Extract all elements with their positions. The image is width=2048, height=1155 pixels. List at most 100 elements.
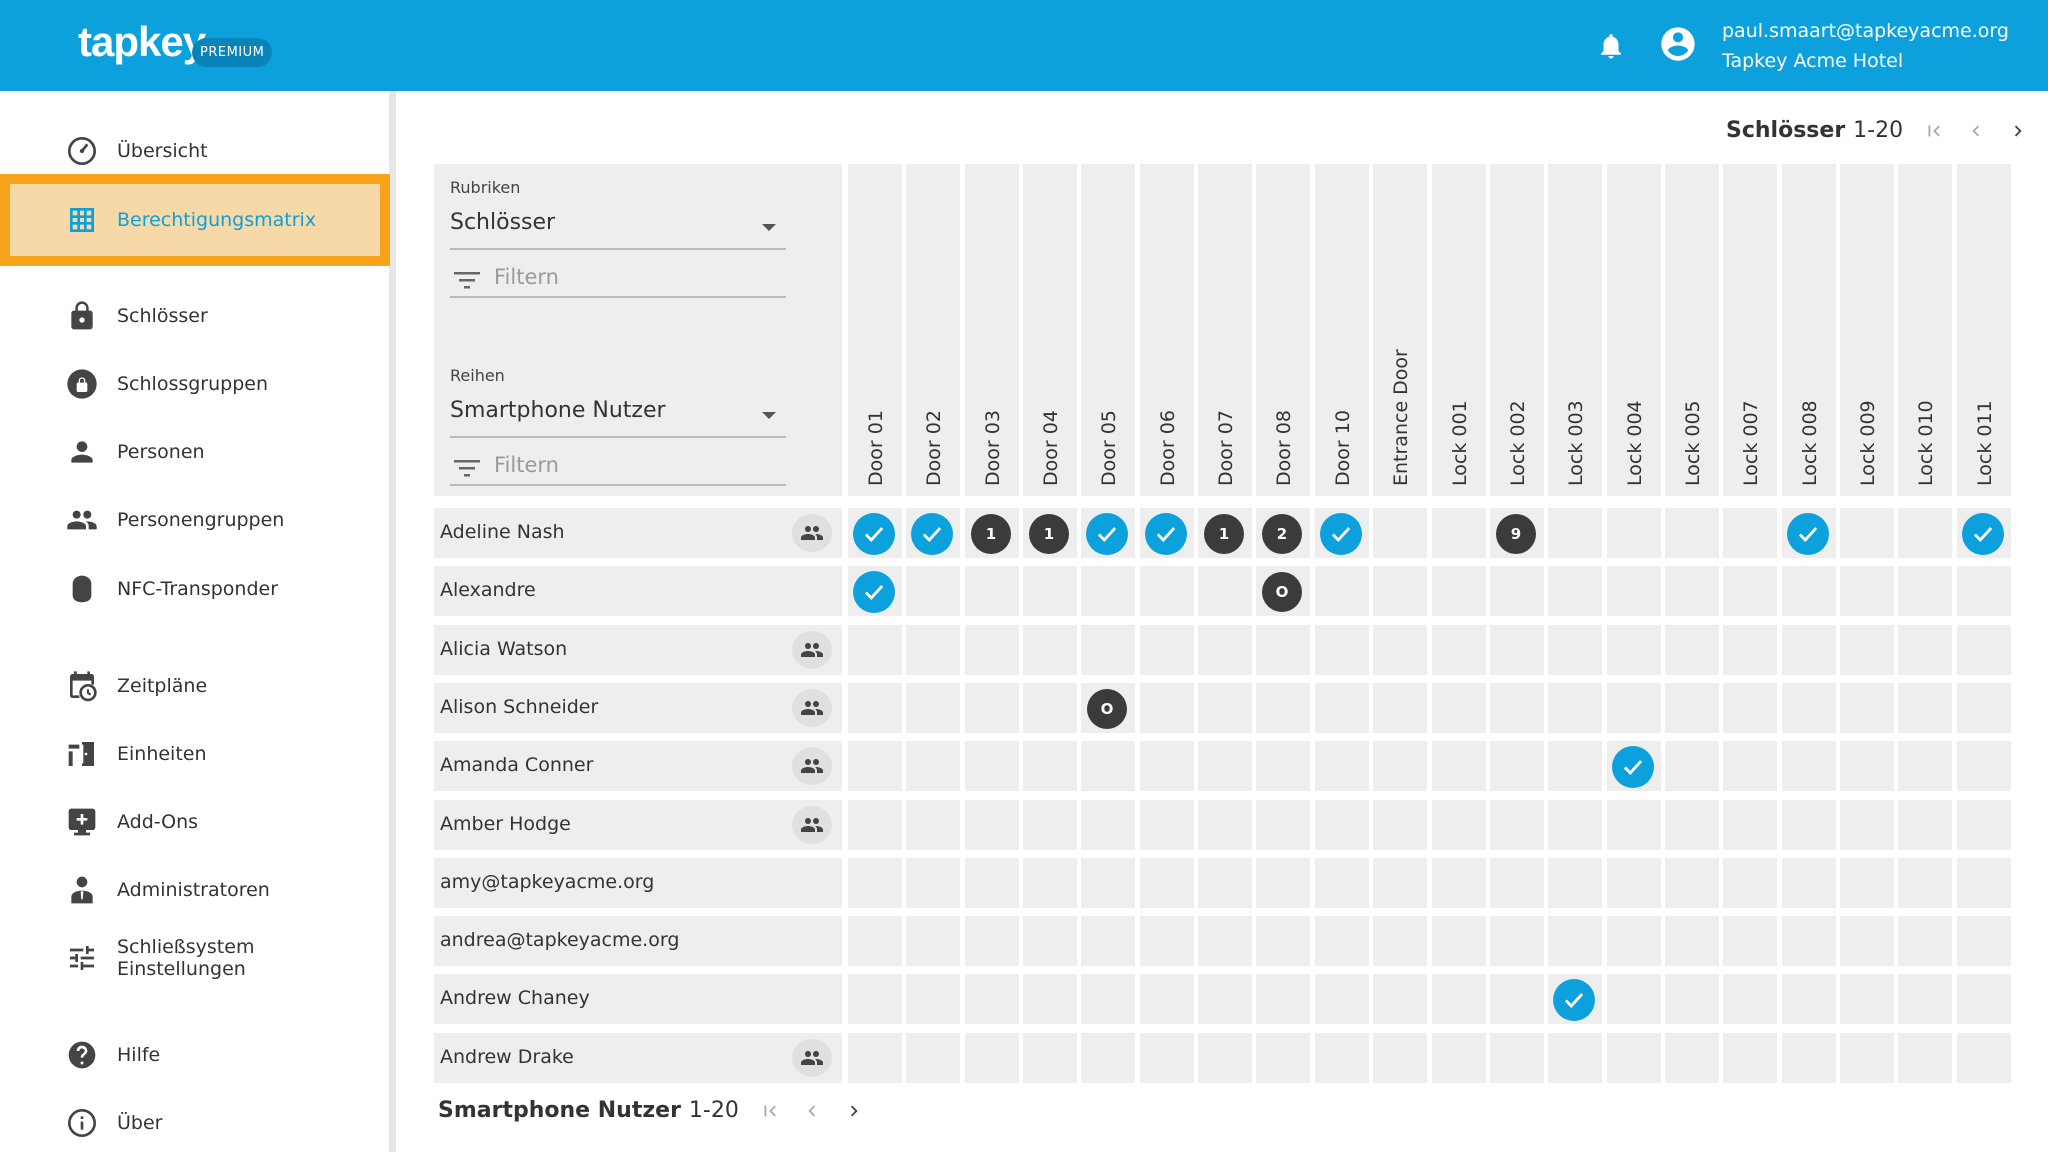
matrix-cell[interactable]: [1840, 741, 1894, 791]
matrix-cell[interactable]: [1140, 974, 1194, 1024]
sidebar-item[interactable]: Schlossgruppen: [0, 352, 389, 416]
matrix-cell[interactable]: [1723, 625, 1777, 675]
matrix-cell[interactable]: [1665, 974, 1719, 1024]
matrix-cell[interactable]: [965, 741, 1019, 791]
matrix-cell[interactable]: [848, 916, 902, 966]
matrix-cell[interactable]: [1548, 741, 1602, 791]
matrix-cell[interactable]: [848, 858, 902, 908]
matrix-cell[interactable]: [1081, 566, 1135, 616]
matrix-cell[interactable]: [1723, 566, 1777, 616]
column-header[interactable]: Lock 007: [1723, 164, 1777, 496]
matrix-cell[interactable]: [1665, 566, 1719, 616]
matrix-cell[interactable]: [1198, 1033, 1252, 1083]
sidebar-item[interactable]: Add-Ons: [0, 790, 389, 854]
matrix-cell[interactable]: [1723, 974, 1777, 1024]
matrix-cell[interactable]: [906, 683, 960, 733]
matrix-cell[interactable]: [1023, 741, 1077, 791]
matrix-cell[interactable]: [1081, 741, 1135, 791]
matrix-cell[interactable]: [1315, 508, 1369, 558]
matrix-cell[interactable]: [1315, 741, 1369, 791]
column-header[interactable]: Door 06: [1140, 164, 1194, 496]
matrix-cell[interactable]: [1490, 683, 1544, 733]
matrix-cell[interactable]: [1140, 916, 1194, 966]
matrix-cell[interactable]: [1957, 1033, 2011, 1083]
matrix-cell[interactable]: [1957, 800, 2011, 850]
matrix-cell[interactable]: [848, 800, 902, 850]
matrix-cell[interactable]: [1840, 683, 1894, 733]
matrix-cell[interactable]: [1140, 1033, 1194, 1083]
matrix-cell[interactable]: [1548, 800, 1602, 850]
matrix-cell[interactable]: [906, 741, 960, 791]
matrix-cell[interactable]: [906, 974, 960, 1024]
matrix-cell[interactable]: [906, 858, 960, 908]
matrix-cell[interactable]: [1548, 625, 1602, 675]
matrix-cell[interactable]: [1665, 741, 1719, 791]
matrix-cell[interactable]: [1607, 974, 1661, 1024]
matrix-cell[interactable]: [1840, 1033, 1894, 1083]
matrix-cell[interactable]: [1782, 566, 1836, 616]
column-header[interactable]: Entrance Door: [1373, 164, 1427, 496]
matrix-cell[interactable]: 1: [965, 508, 1019, 558]
sidebar-item[interactable]: Hilfe: [0, 1023, 389, 1087]
matrix-cell[interactable]: O: [1081, 683, 1135, 733]
matrix-cell[interactable]: [1023, 800, 1077, 850]
matrix-cell[interactable]: [1607, 916, 1661, 966]
sidebar-item[interactable]: Schlösser: [0, 284, 389, 348]
matrix-cell[interactable]: [1782, 683, 1836, 733]
matrix-cell[interactable]: [1432, 683, 1486, 733]
sidebar-item[interactable]: Übersicht: [0, 119, 389, 183]
matrix-cell[interactable]: [1548, 683, 1602, 733]
matrix-cell[interactable]: [848, 508, 902, 558]
matrix-cell[interactable]: [1198, 800, 1252, 850]
matrix-cell[interactable]: [1256, 916, 1310, 966]
matrix-cell[interactable]: [906, 916, 960, 966]
rows-filter[interactable]: [450, 442, 786, 486]
matrix-cell[interactable]: [1957, 974, 2011, 1024]
matrix-cell[interactable]: [1023, 566, 1077, 616]
matrix-cell[interactable]: [1373, 625, 1427, 675]
matrix-cell[interactable]: [1432, 916, 1486, 966]
matrix-cell[interactable]: [1315, 683, 1369, 733]
matrix-cell[interactable]: [1373, 508, 1427, 558]
tapkey-logo[interactable]: tapkey: [78, 18, 206, 65]
matrix-cell[interactable]: [1898, 858, 1952, 908]
first-page-icon[interactable]: [759, 1100, 781, 1122]
matrix-cell[interactable]: [1665, 683, 1719, 733]
first-page-icon[interactable]: [1923, 120, 1945, 142]
matrix-cell[interactable]: [1432, 625, 1486, 675]
group-icon[interactable]: [792, 1039, 832, 1077]
matrix-cell[interactable]: [1256, 741, 1310, 791]
matrix-cell[interactable]: [848, 1033, 902, 1083]
matrix-cell[interactable]: [1315, 974, 1369, 1024]
matrix-cell[interactable]: [1665, 858, 1719, 908]
account-icon[interactable]: [1658, 24, 1698, 64]
matrix-cell[interactable]: [1548, 858, 1602, 908]
matrix-cell[interactable]: [1081, 508, 1135, 558]
column-header[interactable]: Door 01: [848, 164, 902, 496]
columns-filter[interactable]: [450, 254, 786, 298]
matrix-cell[interactable]: [1898, 916, 1952, 966]
table-row-header[interactable]: Amanda Conner: [434, 741, 842, 791]
matrix-cell[interactable]: [1315, 566, 1369, 616]
sidebar-item[interactable]: Administratoren: [0, 858, 389, 922]
matrix-cell[interactable]: [1140, 566, 1194, 616]
matrix-cell[interactable]: [1898, 974, 1952, 1024]
matrix-cell[interactable]: [1081, 974, 1135, 1024]
column-header[interactable]: Lock 005: [1665, 164, 1719, 496]
matrix-cell[interactable]: [1840, 625, 1894, 675]
matrix-cell[interactable]: [848, 566, 902, 616]
matrix-cell[interactable]: [1373, 916, 1427, 966]
matrix-cell[interactable]: [1607, 683, 1661, 733]
matrix-cell[interactable]: [1023, 683, 1077, 733]
matrix-cell[interactable]: [1373, 683, 1427, 733]
matrix-cell[interactable]: [1315, 916, 1369, 966]
matrix-cell[interactable]: [1840, 508, 1894, 558]
matrix-cell[interactable]: [1081, 625, 1135, 675]
column-header[interactable]: Lock 004: [1607, 164, 1661, 496]
matrix-cell[interactable]: [1432, 974, 1486, 1024]
matrix-cell[interactable]: [1490, 741, 1544, 791]
matrix-cell[interactable]: [1081, 916, 1135, 966]
matrix-cell[interactable]: [1782, 974, 1836, 1024]
user-email[interactable]: paul.smaart@tapkeyacme.org: [1722, 20, 2009, 42]
matrix-cell[interactable]: [1256, 1033, 1310, 1083]
